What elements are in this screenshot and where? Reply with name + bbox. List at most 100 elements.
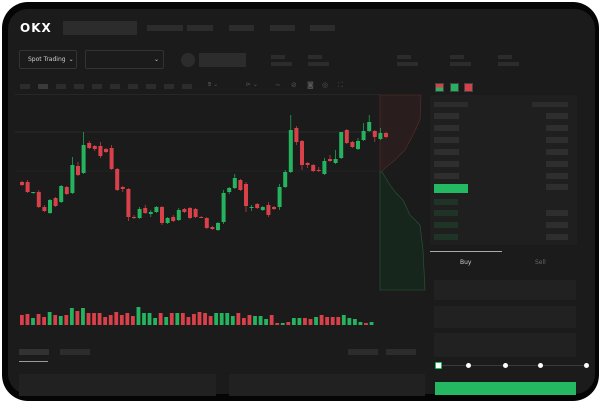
- draw-icon[interactable]: ⊳ ⌄: [246, 81, 258, 88]
- interval-button[interactable]: [182, 84, 192, 89]
- settings-icon[interactable]: ◎: [322, 81, 329, 89]
- sell-tab[interactable]: Sell: [535, 259, 546, 266]
- slider-mark-100[interactable]: [584, 363, 589, 368]
- amount-input[interactable]: [434, 306, 576, 328]
- filter-button[interactable]: [348, 349, 378, 355]
- orders-panel-left: [19, 374, 216, 396]
- candle: [361, 131, 366, 140]
- nav-item[interactable]: [147, 25, 183, 31]
- percent-slider[interactable]: [440, 365, 587, 366]
- interval-button[interactable]: [74, 84, 84, 89]
- candle: [244, 184, 248, 206]
- stat-label: [271, 55, 285, 59]
- slider-mark-25[interactable]: [466, 363, 471, 368]
- tab-open-orders[interactable]: [19, 349, 49, 355]
- coin-icon: [181, 53, 195, 67]
- bid-amount: [546, 210, 568, 216]
- slider-mark-75[interactable]: [538, 363, 543, 368]
- volume-bar: [175, 313, 180, 325]
- volume-bar: [303, 318, 307, 325]
- ask-price[interactable]: [434, 137, 459, 143]
- nav-item[interactable]: [187, 25, 213, 31]
- buy-button[interactable]: [435, 382, 576, 395]
- volume-bar: [275, 323, 280, 325]
- candle: [288, 130, 293, 172]
- ask-price[interactable]: [434, 173, 459, 179]
- volume-bar: [64, 315, 69, 325]
- ask-price[interactable]: [434, 149, 459, 155]
- indicator-icon[interactable]: ⩩ ⌄: [208, 81, 219, 88]
- bid-price[interactable]: [434, 199, 458, 205]
- ask-price[interactable]: [434, 161, 459, 167]
- candle: [193, 209, 198, 217]
- volume-bar: [97, 313, 102, 325]
- filter-button[interactable]: [386, 349, 416, 355]
- volume-bar: [158, 313, 163, 325]
- bid-price[interactable]: [434, 210, 458, 216]
- nav-item[interactable]: [310, 25, 335, 31]
- ask-amount: [546, 113, 568, 119]
- volume-bar: [258, 316, 263, 325]
- interval-button[interactable]: [56, 84, 66, 89]
- camera-icon[interactable]: ◙: [307, 81, 314, 89]
- ruler-icon[interactable]: ⊘: [291, 81, 297, 89]
- candle: [350, 142, 355, 147]
- interval-button[interactable]: [20, 84, 30, 89]
- market-selector[interactable]: Spot Trading ⌄: [19, 50, 77, 69]
- orderbook-bids-icon[interactable]: [450, 83, 459, 92]
- ask-amount: [546, 137, 568, 143]
- interval-button[interactable]: [128, 84, 138, 89]
- volume-bar: [69, 308, 74, 325]
- line-icon[interactable]: ∼: [275, 81, 281, 89]
- interval-button[interactable]: [146, 84, 156, 89]
- volume-bar: [358, 322, 363, 325]
- volume-bar: [47, 312, 52, 325]
- volume-bar: [253, 316, 257, 325]
- ask-price[interactable]: [434, 113, 459, 119]
- interval-button[interactable]: [164, 84, 174, 89]
- volume-bar: [347, 318, 352, 325]
- tab-order-history[interactable]: [60, 349, 90, 355]
- candle: [378, 133, 383, 139]
- nav-item[interactable]: [270, 25, 295, 31]
- chevron-down-icon: ⌄: [68, 56, 74, 63]
- candle: [199, 217, 204, 218]
- orderbook-asks-icon[interactable]: [464, 83, 473, 92]
- volume-bar: [247, 315, 252, 325]
- bid-amount: [546, 234, 568, 240]
- candle: [160, 207, 164, 223]
- interval-button[interactable]: [92, 84, 102, 89]
- search-bar[interactable]: [63, 21, 137, 35]
- pair-selector[interactable]: ⌄: [85, 50, 164, 69]
- volume-bar: [75, 311, 80, 325]
- orders-panel-right: [229, 374, 425, 396]
- volume-bar: [119, 315, 124, 325]
- slider-mark-50[interactable]: [503, 363, 508, 368]
- buy-tab[interactable]: Buy: [460, 259, 472, 266]
- interval-button-active[interactable]: [38, 84, 48, 89]
- candle: [311, 165, 316, 171]
- nav-item[interactable]: [229, 25, 254, 31]
- bid-price[interactable]: [434, 222, 458, 228]
- orderbook-both-icon[interactable]: [435, 83, 444, 92]
- volume-bar: [36, 314, 41, 325]
- slider-handle[interactable]: [435, 362, 442, 369]
- interval-button[interactable]: [110, 84, 120, 89]
- stat-value: [308, 62, 329, 66]
- volume-bar: [308, 319, 313, 325]
- ask-price[interactable]: [434, 125, 459, 131]
- price-input[interactable]: [434, 280, 576, 300]
- bid-price[interactable]: [434, 234, 458, 240]
- volume-bar: [125, 313, 130, 325]
- bid-amount: [546, 222, 568, 228]
- volume-bar: [58, 316, 63, 325]
- volume-bar: [280, 323, 285, 325]
- candle: [305, 163, 310, 165]
- total-input[interactable]: [434, 333, 576, 357]
- okx-logo[interactable]: OKX: [20, 21, 52, 35]
- stat-label: [308, 55, 322, 59]
- volume-bar: [286, 322, 291, 325]
- fullscreen-icon[interactable]: ⛶: [338, 81, 343, 89]
- volume-bar: [25, 314, 30, 325]
